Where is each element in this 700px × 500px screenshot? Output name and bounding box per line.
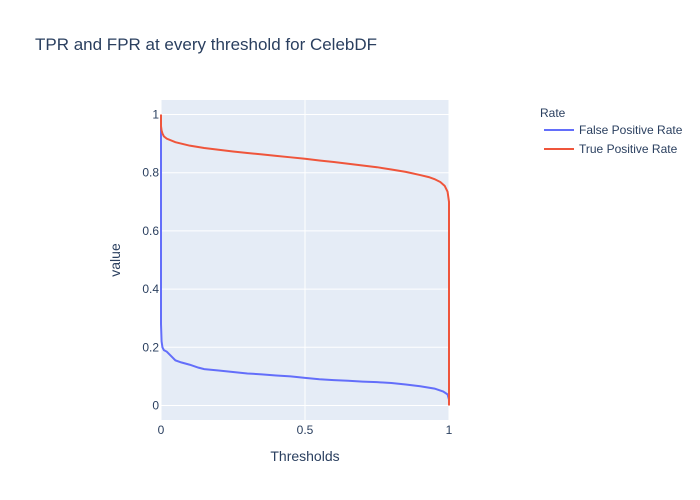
legend-label[interactable]: False Positive Rate	[579, 123, 683, 137]
series-line-true-positive-rate	[160, 114, 450, 406]
y-tick-label: 0	[152, 398, 159, 412]
legend: Rate False Positive Rate True Positive Ra…	[540, 106, 683, 156]
y-tick-label: 1	[152, 108, 159, 122]
series-line-false-positive-rate	[160, 114, 450, 406]
y-axis-title: value	[107, 243, 123, 277]
legend-label[interactable]: True Positive Rate	[579, 142, 678, 156]
x-axis-title: Thresholds	[270, 448, 339, 464]
y-tick-label: 0.2	[142, 340, 159, 354]
chart-title: TPR and FPR at every threshold for Celeb…	[35, 35, 377, 54]
grid	[160, 100, 450, 420]
y-tick-label: 0.8	[142, 166, 159, 180]
tick-labels: 0 0.2 0.4 0.6 0.8 1 0 0.5 1	[142, 108, 452, 437]
x-tick-label: 0.5	[297, 423, 314, 437]
y-tick-label: 0.4	[142, 282, 159, 296]
x-tick-label: 1	[446, 423, 453, 437]
y-tick-label: 0.6	[142, 224, 159, 238]
x-tick-label: 0	[158, 423, 165, 437]
legend-title: Rate	[540, 106, 566, 120]
series-layer	[160, 114, 450, 406]
